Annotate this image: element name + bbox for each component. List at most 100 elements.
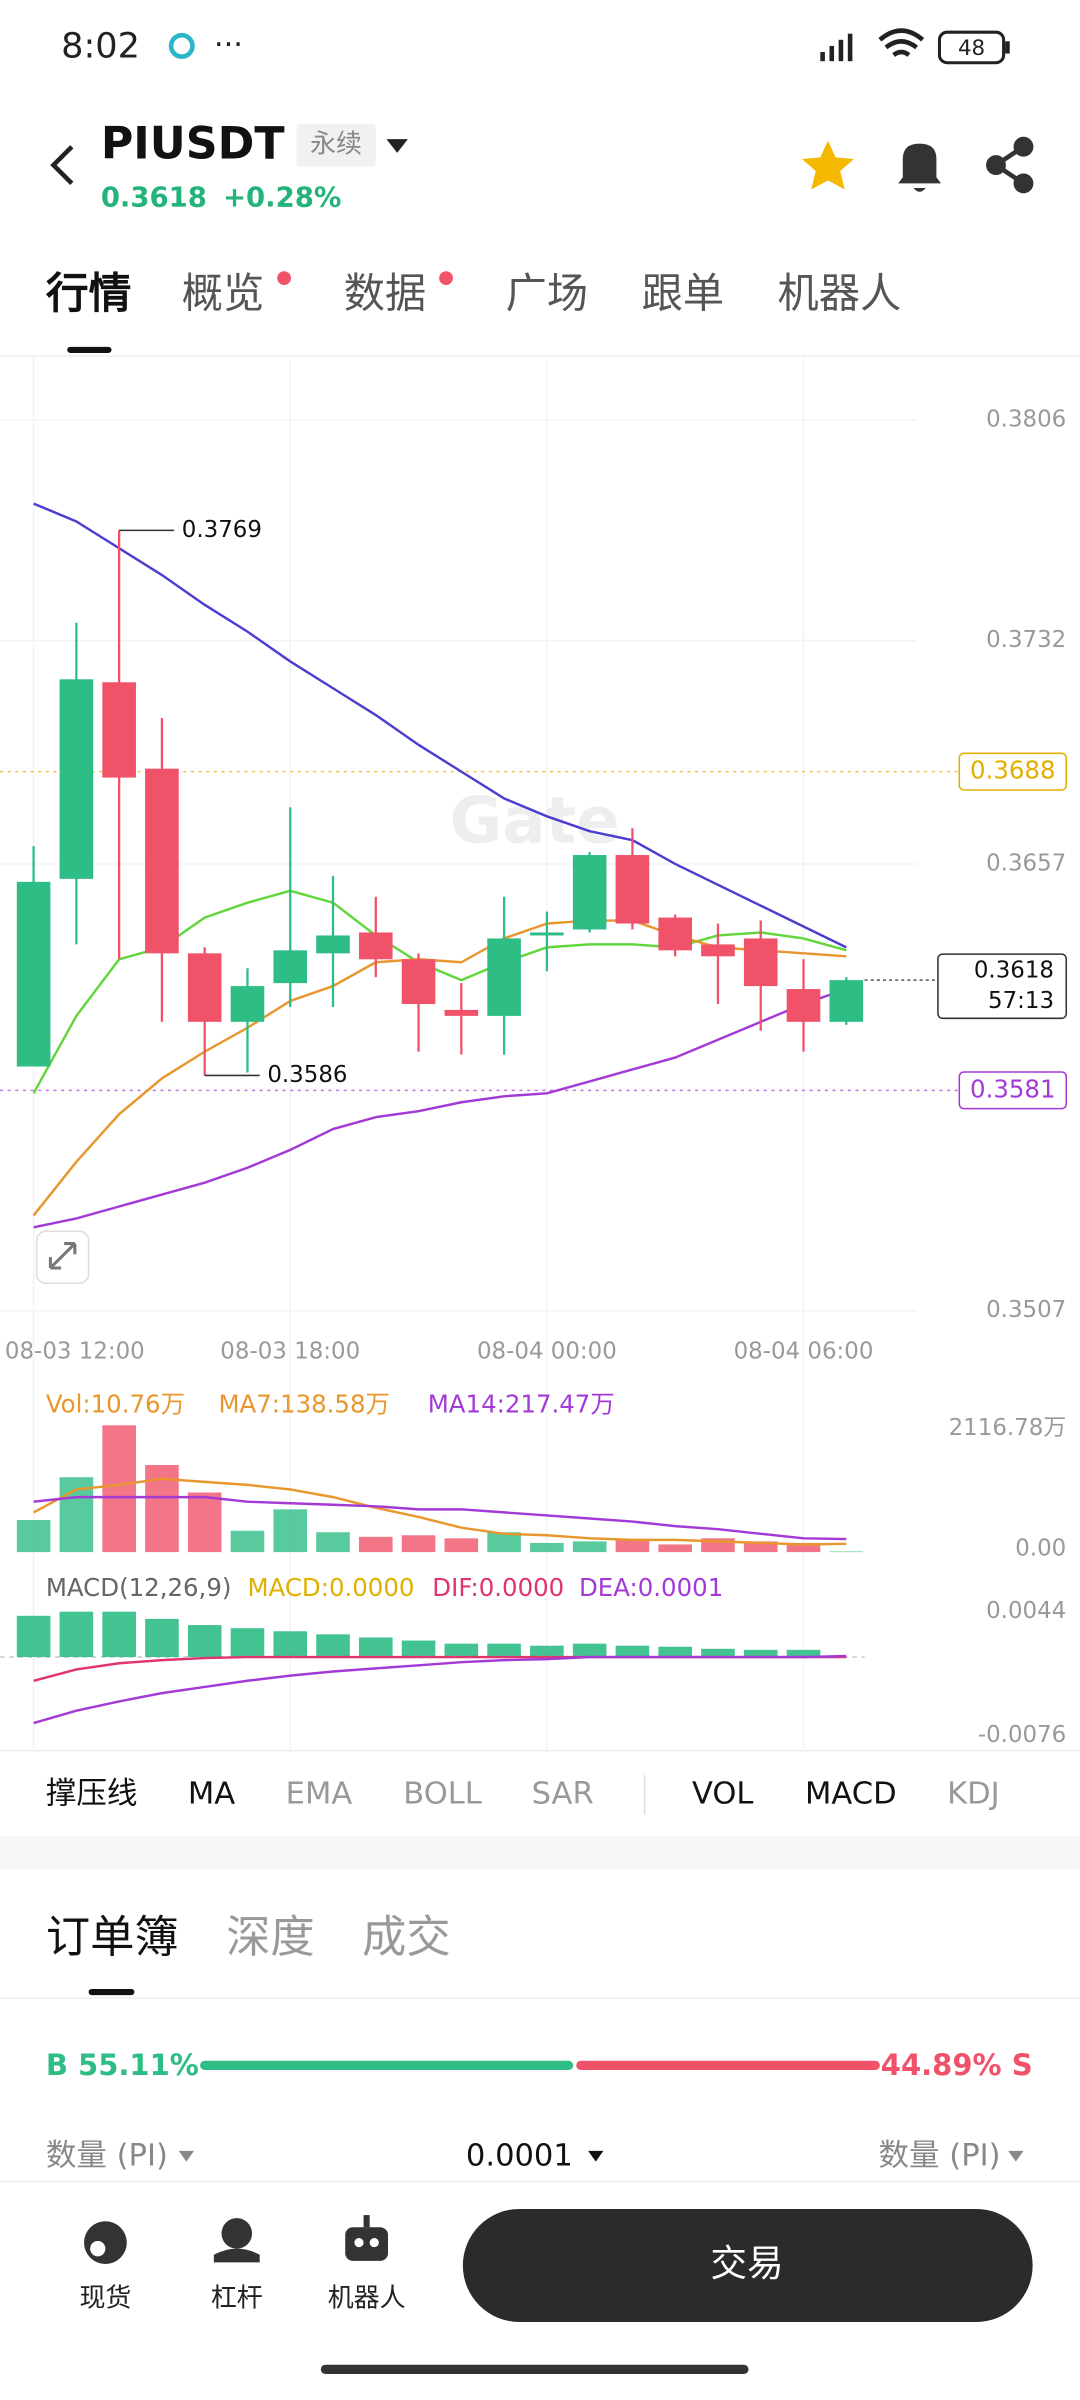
volume-bar [786,1542,821,1553]
nav-label[interactable]: 机器人 [328,2284,406,2314]
indicator-line [33,1654,847,1725]
last-price: 0.3618 [974,957,1054,983]
indicator-line [33,987,847,1229]
candle-body [316,935,350,954]
order-tab[interactable]: 成交 [362,1912,451,1963]
indicator[interactable]: MACD [805,1776,897,1811]
order-tab[interactable]: 订单簿 [46,1912,179,1963]
candle-body [16,881,51,1067]
tab[interactable]: 机器人 [778,269,902,317]
y-tick-label: 0.3806 [986,407,1066,433]
trade-button[interactable] [462,2208,1033,2323]
indicator[interactable]: SAR [532,1776,594,1811]
indicator-line [33,1477,847,1546]
macd-bar [145,1618,179,1658]
macd-bar [786,1649,821,1658]
alert-bell[interactable] [898,143,941,192]
indicator-line [33,1495,847,1541]
battery-icon [937,30,1006,65]
indicator[interactable]: 撑压线 [46,1776,138,1811]
legend-label: MACD:0.0000 [247,1573,414,1602]
macd-bar [701,1648,735,1658]
tab[interactable]: 数据 [344,269,426,317]
legend-label: DIF:0.0000 [432,1573,564,1602]
indicator[interactable]: KDJ [947,1776,1000,1811]
nav-label[interactable]: 杠杆 [211,2284,263,2314]
volume-bar [658,1544,692,1553]
y-tick-label: 0.3657 [986,850,1066,876]
candle-body [658,917,692,951]
price-tag-label: 0.3688 [970,756,1056,785]
tab[interactable]: 广场 [506,269,588,317]
nav-label[interactable]: 现货 [79,2284,131,2314]
candle-body [444,1009,479,1016]
indicator[interactable]: BOLL [403,1776,482,1811]
volume-bar [187,1492,222,1553]
macd-bar [401,1640,436,1658]
price-tag [958,1071,1068,1110]
macd-bar [658,1646,692,1658]
macd-bar [743,1649,778,1658]
nav-icon[interactable] [84,2221,127,2264]
tab-underline [67,346,112,353]
indicator-line [32,919,847,1217]
buy-bar [200,2060,574,2070]
candle-body [530,932,564,936]
badge: 永续 [310,130,362,160]
tab[interactable]: 跟单 [642,269,724,317]
y-tick-label: 0.3732 [986,627,1066,653]
macd-bar [187,1625,222,1658]
candle-body [145,768,179,954]
section-gap [0,1836,1080,1870]
tab[interactable]: 概览 [182,269,264,317]
macd-bar [102,1611,136,1658]
dropdown[interactable] [1008,2150,1024,2162]
volume-bar [829,1551,864,1553]
last-price-box [937,953,1068,1020]
fullscreen-button[interactable] [35,1230,90,1285]
status-icon [168,32,195,59]
volume-bar [487,1532,521,1553]
x-tick-label: 08-03 18:00 [220,1338,360,1364]
trade-button-label[interactable]: 交易 [710,2242,783,2285]
back-button[interactable] [50,145,74,186]
y-tick-label: 0.00 [1015,1536,1066,1562]
legend-label: DEA:0.0001 [579,1573,723,1602]
column-header: 数量 (PI) [878,2139,1000,2174]
dropdown[interactable] [588,2150,604,2162]
candle-body [743,938,778,987]
low-label: 0.3586 [267,1062,347,1088]
indicator[interactable]: EMA [286,1776,353,1811]
home-indicator [320,2364,749,2374]
candle-body [230,986,265,1022]
tab[interactable]: 行情 [46,269,132,319]
dropdown[interactable] [178,2150,195,2162]
volume-bar [358,1536,393,1553]
share-icon[interactable] [986,136,1034,194]
macd-bar [572,1643,607,1658]
status-dots: ··· [214,27,243,62]
y-tick-label: 0.0044 [986,1598,1066,1624]
badge-bg [296,123,376,167]
x-tick-label: 08-04 06:00 [734,1338,874,1364]
battery-level: 48 [958,36,985,61]
signal-icon [820,33,853,62]
macd-bar [230,1628,265,1658]
volume-bar [102,1425,136,1553]
symbol[interactable]: PIUSDT [101,119,285,170]
nav-icon[interactable] [213,2218,260,2263]
indicator[interactable]: VOL [692,1776,753,1811]
candle-body [786,989,821,1022]
battery-tip [1005,41,1010,54]
favorite-star[interactable] [801,140,854,190]
candle-body [615,855,650,924]
candle-body [487,938,521,1016]
indicator[interactable]: MA [188,1776,235,1811]
order-tab[interactable]: 深度 [226,1912,315,1963]
indicator-line [33,502,847,949]
macd-bar [273,1631,308,1658]
symbol-dropdown[interactable] [386,139,408,153]
precision[interactable]: 0.0001 [466,2139,573,2174]
nav-icon[interactable] [345,2215,389,2261]
macd-bar [530,1645,564,1658]
